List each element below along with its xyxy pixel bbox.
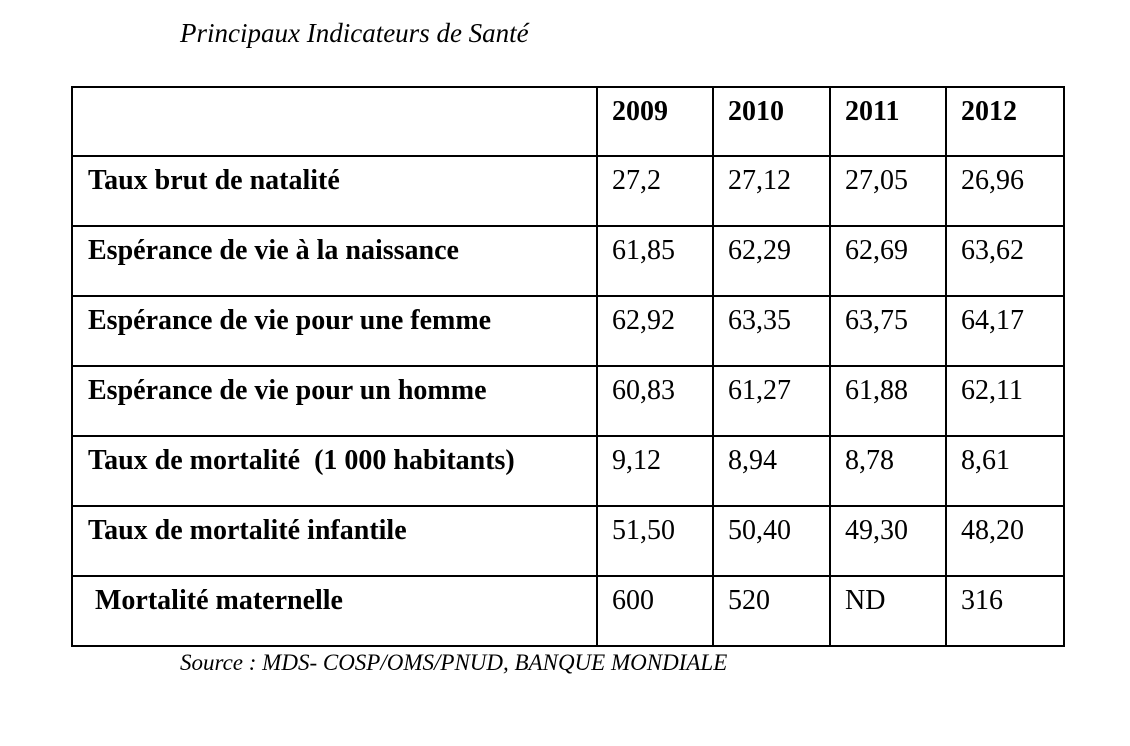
row-label: Espérance de vie pour une femme: [71, 295, 598, 367]
row-label: Taux de mortalité (1 000 habitants): [71, 435, 598, 507]
value-cell: 50,40: [712, 505, 831, 577]
value-cell: 61,27: [712, 365, 831, 437]
value-cell: 316: [945, 575, 1065, 647]
source-note: Source : MDS- COSP/OMS/PNUD, BANQUE MOND…: [180, 650, 728, 675]
row-label: Taux de mortalité infantile: [71, 505, 598, 577]
table-row: Espérance de vie pour un homme 60,83 61,27…: [71, 365, 1065, 437]
value-cell: 8,78: [829, 435, 947, 507]
indicators-table: 2009 2010 2011 2012 Taux brut de natalité 27,…: [71, 86, 1065, 647]
year-header: 2010: [712, 86, 831, 157]
year-header: 2009: [596, 86, 714, 157]
value-cell: 26,96: [945, 155, 1065, 227]
value-cell: 8,61: [945, 435, 1065, 507]
value-cell: 27,05: [829, 155, 947, 227]
table-row: Espérance de vie à la naissance 61,85 62,2…: [71, 225, 1065, 297]
title: Principaux Indicateurs de Santé: [180, 18, 529, 48]
table-row: Taux de mortalité infantile 51,50 50,40 49,…: [71, 505, 1065, 577]
value-cell: 600: [596, 575, 714, 647]
value-cell: 61,85: [596, 225, 714, 297]
header-row: 2009 2010 2011 2012: [71, 86, 1065, 157]
value-cell: 49,30: [829, 505, 947, 577]
table-row: Taux de mortalité (1 000 habitants) 9,12 8…: [71, 435, 1065, 507]
table-row: Mortalité maternelle 600 520 ND 316: [71, 575, 1065, 647]
row-label: Espérance de vie pour un homme: [71, 365, 598, 437]
header-cell: [71, 86, 598, 157]
value-cell: 51,50: [596, 505, 714, 577]
table-row: Espérance de vie pour une femme 62,92 63,3…: [71, 295, 1065, 367]
value-cell: 8,94: [712, 435, 831, 507]
value-cell: 62,69: [829, 225, 947, 297]
value-cell: ND: [829, 575, 947, 647]
value-cell: 27,2: [596, 155, 714, 227]
value-cell: 63,35: [712, 295, 831, 367]
row-label: Mortalité maternelle: [71, 575, 598, 647]
value-cell: 520: [712, 575, 831, 647]
year-header: 2011: [829, 86, 947, 157]
value-cell: 9,12: [596, 435, 714, 507]
value-cell: 48,20: [945, 505, 1065, 577]
value-cell: 62,29: [712, 225, 831, 297]
value-cell: 60,83: [596, 365, 714, 437]
row-label: Taux brut de natalité: [71, 155, 598, 227]
value-cell: 61,88: [829, 365, 947, 437]
value-cell: 62,92: [596, 295, 714, 367]
year-header: 2012: [945, 86, 1065, 157]
value-cell: 64,17: [945, 295, 1065, 367]
value-cell: 27,12: [712, 155, 831, 227]
table-row: Taux brut de natalité 27,2 27,12 27,05 26,96: [71, 155, 1065, 227]
row-label: Espérance de vie à la naissance: [71, 225, 598, 297]
value-cell: 63,62: [945, 225, 1065, 297]
value-cell: 62,11: [945, 365, 1065, 437]
value-cell: 63,75: [829, 295, 947, 367]
